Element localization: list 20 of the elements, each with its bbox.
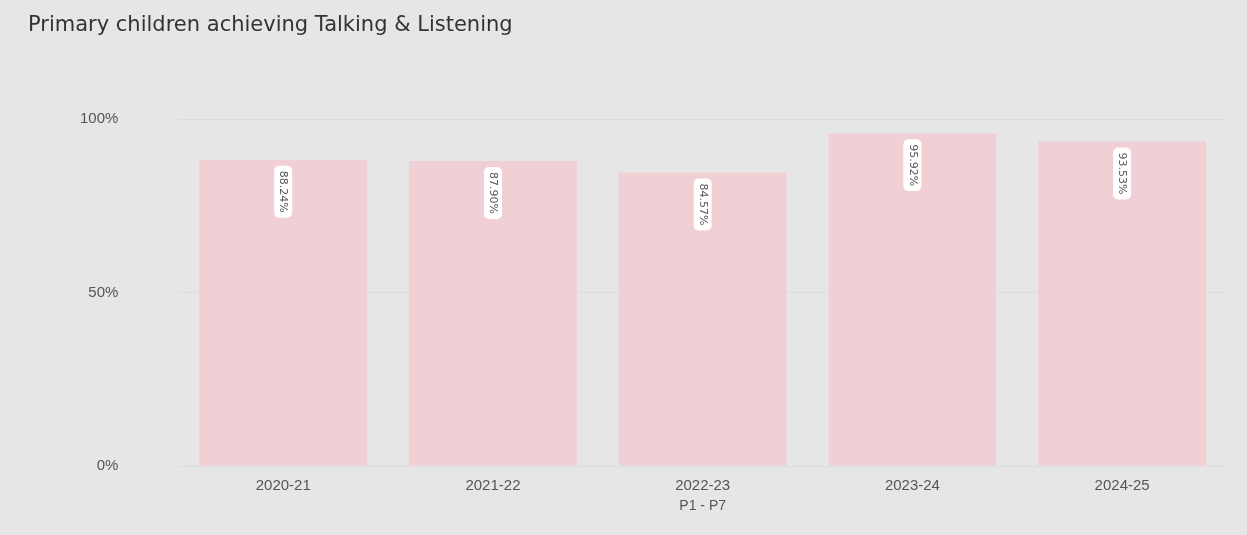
x-tick-label: 2021-22: [465, 476, 521, 494]
chart-title: Primary children achieving Talking & Listening: [28, 12, 513, 36]
data-label: 88.24%: [277, 170, 291, 213]
bar: [828, 133, 997, 466]
data-label: 84.57%: [696, 183, 710, 226]
bar: [1038, 141, 1207, 466]
bar: [409, 160, 577, 466]
data-label: 95.92%: [906, 144, 920, 187]
bar: [199, 159, 368, 466]
x-tick-label: 2024-25: [1094, 476, 1150, 494]
bar: [618, 172, 787, 466]
y-tick-label: 100%: [79, 109, 119, 127]
y-tick-label: 0%: [96, 456, 119, 474]
data-label: 93.53%: [1116, 152, 1130, 195]
x-axis-title: P1 - P7: [679, 497, 727, 514]
y-tick-label: 50%: [88, 282, 119, 300]
x-tick-label: 2022-23: [675, 476, 731, 494]
data-label: 87.90%: [487, 171, 501, 214]
x-tick-label: 2023-24: [884, 476, 940, 494]
x-tick-label: 2020-21: [255, 476, 311, 494]
